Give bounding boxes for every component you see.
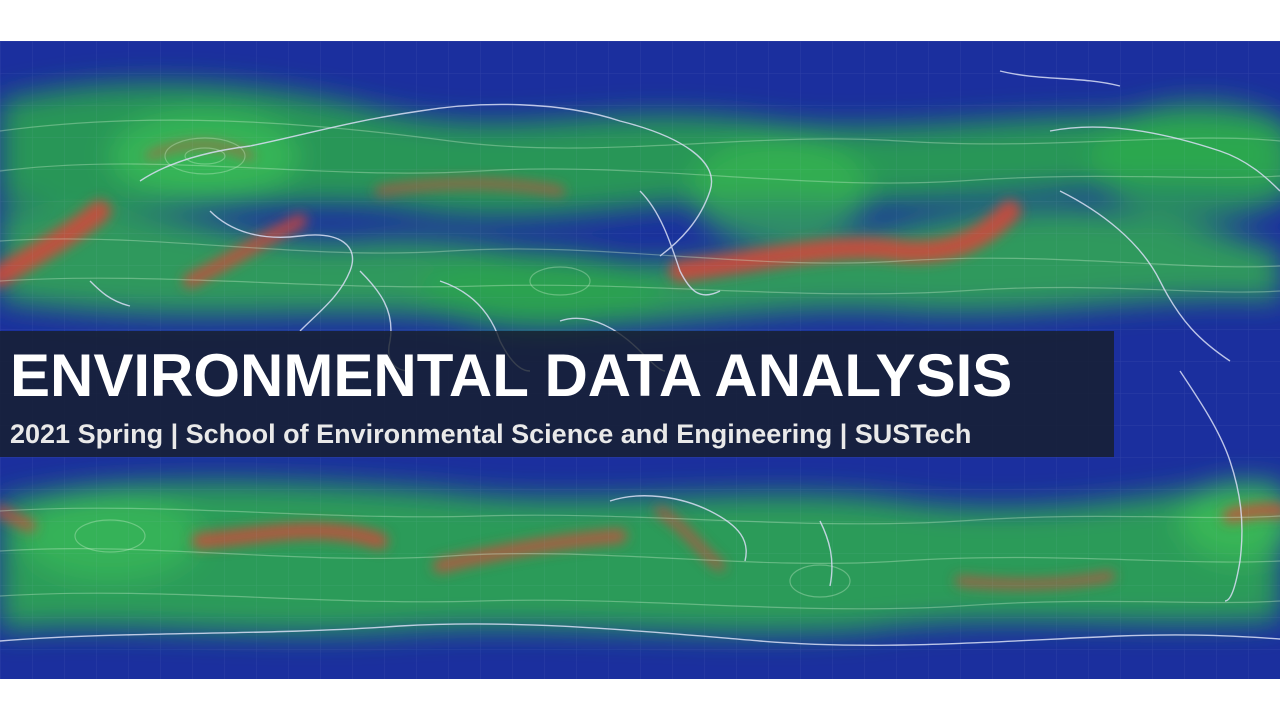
slide-subtitle: 2021 Spring | School of Environmental Sc… — [10, 419, 972, 449]
slide-title: ENVIRONMENTAL DATA ANALYSIS — [10, 342, 1013, 409]
title-band — [0, 331, 1114, 457]
